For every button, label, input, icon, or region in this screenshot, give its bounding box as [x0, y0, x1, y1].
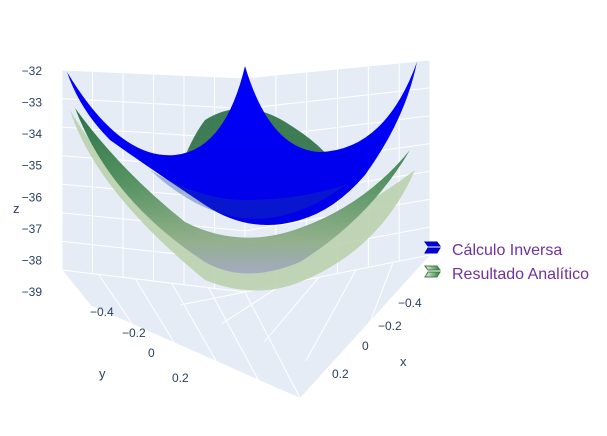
- grid-line-floor: [207, 287, 259, 380]
- legend-label-analitico: Resultado Analítico: [452, 266, 589, 283]
- z-tick-label: −36: [22, 190, 43, 204]
- grid-line-floor: [171, 282, 217, 362]
- legend-swatch-analitico: [424, 265, 441, 278]
- x-axis-title: x: [400, 354, 407, 369]
- floor-left-edge: [62, 270, 300, 398]
- z-axis-title: z: [13, 201, 20, 216]
- grid-line-z: [61, 69, 246, 79]
- grid-line-floor: [179, 291, 246, 306]
- surface-inversa[interactable]: [67, 62, 417, 225]
- surface-analitico-body: [75, 108, 410, 274]
- grid-line-floor: [305, 269, 357, 362]
- grid-line-floor: [244, 291, 301, 399]
- legend-item-analitico[interactable]: Resultado Analítico: [424, 265, 589, 283]
- z-tick-label: −32: [22, 64, 43, 78]
- grid-line-z: [61, 98, 246, 110]
- x-tick-label: 0.2: [332, 367, 349, 381]
- x-tick-label: 0: [362, 339, 369, 353]
- y-tick-label: −0.4: [90, 305, 114, 319]
- scene-walls: [62, 60, 430, 398]
- legend[interactable]: Cálculo Inversa Resultado Analítico: [424, 241, 589, 283]
- legend-swatch-inversa: [424, 241, 441, 254]
- z-tick-label: −39: [22, 285, 43, 299]
- surface-inversa-body: [67, 62, 417, 225]
- surface-analitico-lower-rim: [70, 110, 415, 291]
- x-tick-label: −0.4: [398, 296, 422, 310]
- grid-line-floor: [389, 254, 431, 399]
- grid-line-floor: [221, 284, 283, 325]
- z-tick-label: −38: [22, 253, 43, 267]
- y-tick-label: 0.2: [172, 371, 189, 385]
- legend-item-inversa[interactable]: Cálculo Inversa: [424, 241, 562, 259]
- y-axis-title: y: [99, 366, 106, 381]
- grid-line-floor: [98, 274, 133, 324]
- legend-label-inversa: Cálculo Inversa: [452, 242, 562, 259]
- surface-inversa-inner-shadow: [150, 170, 345, 219]
- grid-line-z: [244, 59, 431, 79]
- z-tick-label: −34: [22, 127, 43, 141]
- grid-line-floor: [347, 262, 394, 380]
- axis-ticks: −32−33−34−35−36−37−38−39−0.4−0.200.2−0.4…: [22, 64, 422, 385]
- y-tick-label: 0: [148, 346, 155, 360]
- grid-line-z: [244, 87, 431, 110]
- z-tick-label: −37: [22, 222, 43, 236]
- floor: [62, 255, 430, 398]
- grid-line-floor: [134, 278, 175, 343]
- z-tick-label: −33: [22, 96, 43, 110]
- grid-line-z: [61, 269, 246, 293]
- grid-line-floor: [61, 269, 91, 306]
- x-tick-label: −0.2: [378, 319, 402, 333]
- y-tick-label: −0.2: [122, 326, 146, 340]
- grid-line-floor: [263, 276, 320, 343]
- z-tick-label: −35: [22, 159, 43, 173]
